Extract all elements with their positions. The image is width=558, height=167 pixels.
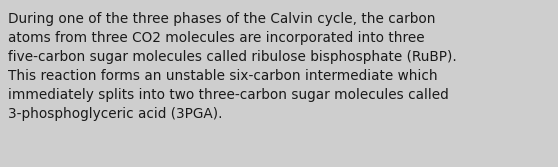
Text: During one of the three phases of the Calvin cycle, the carbon
atoms from three : During one of the three phases of the Ca… (8, 12, 457, 121)
